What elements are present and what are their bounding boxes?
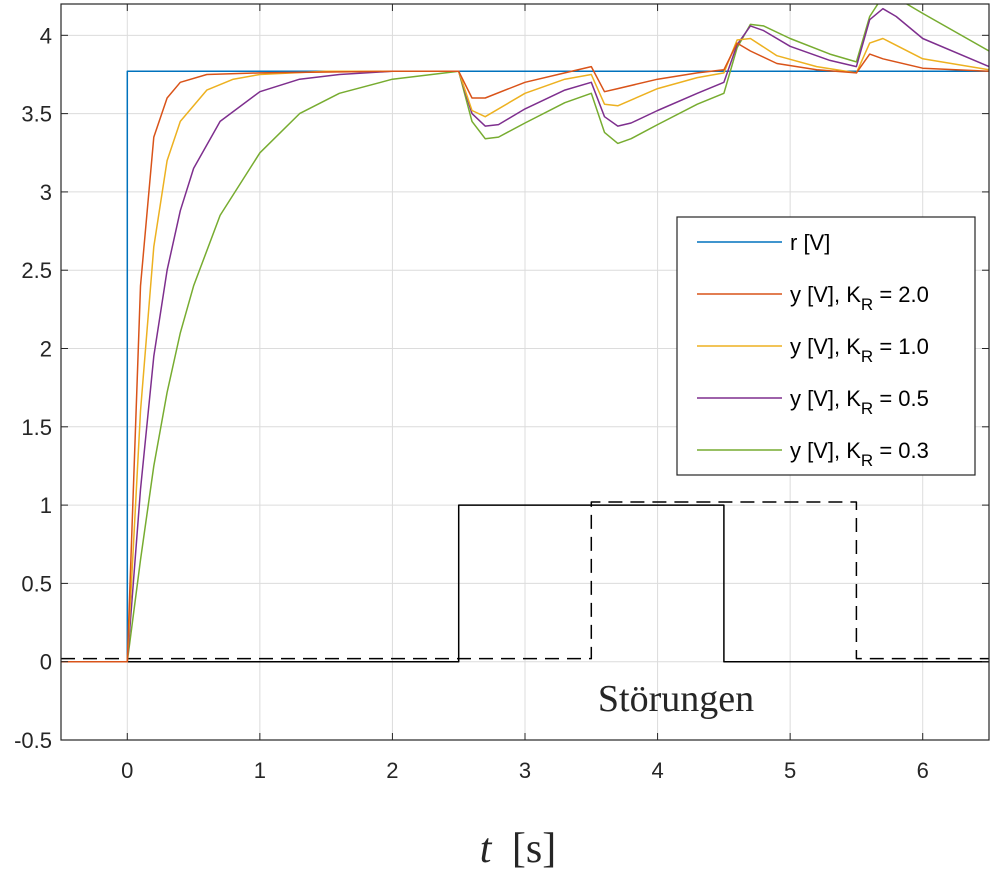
y-tick-label: 0.5 <box>21 571 52 596</box>
x-tick-label: 3 <box>519 758 531 783</box>
series-line-2 <box>61 37 989 663</box>
legend-entry: y [V], KR = 0.5 <box>790 386 929 418</box>
y-tick-label: 1.5 <box>21 415 52 440</box>
y-tick-label: 2.5 <box>21 258 52 283</box>
series-line-6 <box>61 501 989 660</box>
x-axis-unit: [s] <box>512 826 556 871</box>
legend-entry: y [V], KR = 1.0 <box>790 334 929 366</box>
x-axis-label: t [s] <box>480 826 557 871</box>
y-tick-label: 2 <box>40 337 52 362</box>
annotation-label: Störungen <box>598 678 754 720</box>
legend: r [V] y [V], KR = 2.0 y [V], KR = 1.0 y [V]… <box>676 216 976 476</box>
legend-entry: y [V], KR = 0.3 <box>790 438 929 470</box>
series-line-3 <box>61 7 989 663</box>
tick-labels: 0 1 2 3 4 5 6 -0.5 0 0.5 1 1.5 2 2.5 3 3.5 4 <box>14 4 989 783</box>
y-tick-label: 1 <box>40 493 52 518</box>
series-layer <box>61 4 989 663</box>
y-tick-label: 0 <box>40 650 52 675</box>
x-tick-label: 0 <box>121 758 133 783</box>
x-tick-label: 4 <box>651 758 663 783</box>
y-tick-label: 3.5 <box>21 102 52 127</box>
y-tick-label: 3 <box>40 180 52 205</box>
y-tick-label: 4 <box>40 23 52 48</box>
series-line-1 <box>61 42 989 663</box>
x-axis-var: t <box>480 826 493 871</box>
x-tick-label: 2 <box>386 758 398 783</box>
legend-entry: y [V], KR = 2.0 <box>790 282 929 314</box>
legend-entry: r [V] <box>790 230 830 255</box>
x-tick-label: 1 <box>254 758 266 783</box>
y-tick-label: -0.5 <box>14 728 52 753</box>
x-tick-label: 6 <box>917 758 929 783</box>
x-tick-label: 5 <box>784 758 796 783</box>
series-line-4 <box>61 4 989 663</box>
